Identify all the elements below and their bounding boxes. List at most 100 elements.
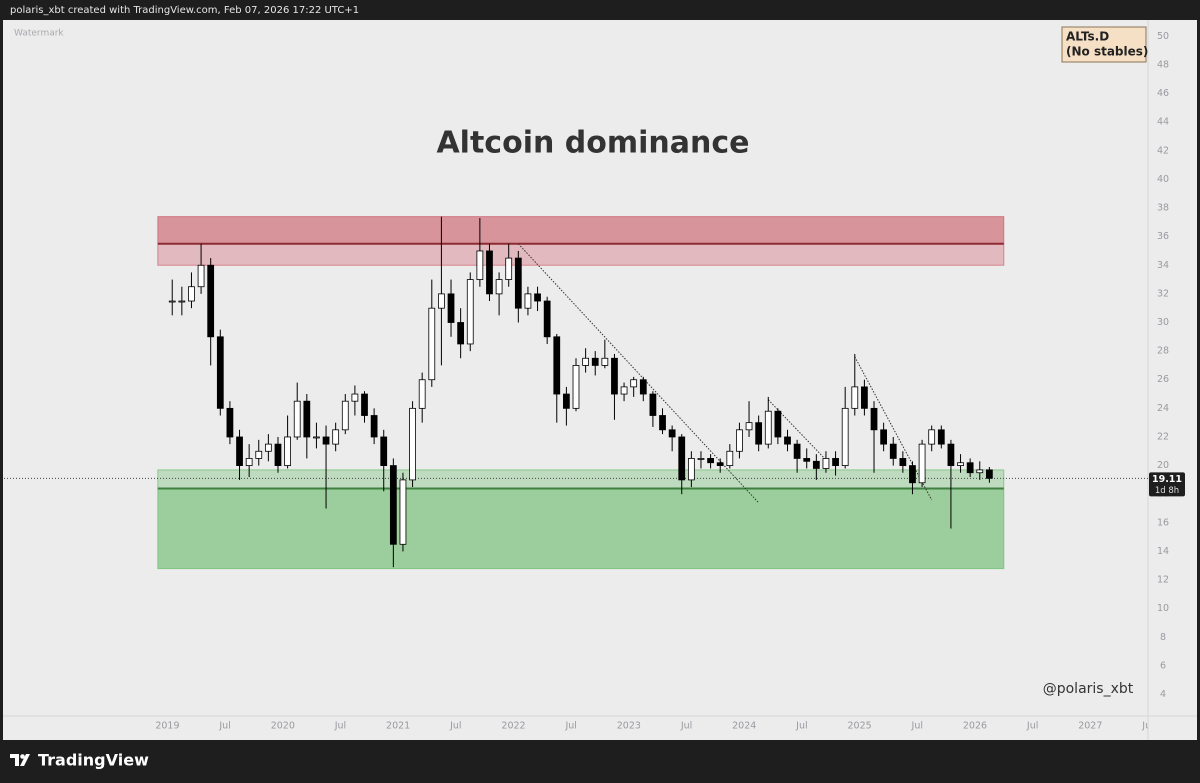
x-tick-label: Jul bbox=[1141, 721, 1153, 732]
candle-body bbox=[812, 460, 820, 469]
x-tick-label: Jul bbox=[218, 721, 230, 732]
price-badge-value: 19.11 bbox=[1152, 474, 1182, 485]
candle-body bbox=[601, 357, 609, 366]
y-tick-label: 12 bbox=[1157, 575, 1169, 586]
y-tick-label: 30 bbox=[1157, 317, 1169, 328]
candle-body bbox=[659, 415, 666, 431]
y-tick-label: 24 bbox=[1157, 403, 1169, 414]
candle-body bbox=[245, 458, 253, 466]
candle-body bbox=[543, 300, 551, 338]
y-tick-label: 36 bbox=[1157, 231, 1169, 242]
zones bbox=[157, 216, 1005, 570]
candle-body bbox=[678, 436, 686, 481]
x-tick-label: Jul bbox=[911, 721, 923, 732]
candle-body bbox=[591, 357, 599, 366]
candle-body bbox=[524, 293, 532, 309]
x-tick-label: 2027 bbox=[1078, 721, 1102, 732]
x-axis: 2019 Jul 2020 Jul 2021 Jul 2022 Jul 2023 Jul 2024 J… bbox=[155, 721, 1153, 732]
candle-body bbox=[985, 469, 993, 479]
x-tick-label: Jul bbox=[449, 721, 461, 732]
brand: TradingView bbox=[10, 751, 149, 770]
candle-body bbox=[466, 279, 474, 345]
zone-core bbox=[157, 216, 1004, 244]
x-tick-label: Jul bbox=[1026, 721, 1038, 732]
candle-body bbox=[168, 300, 176, 303]
x-tick-label: Jul bbox=[795, 721, 807, 732]
candle-body bbox=[784, 436, 791, 445]
candle-body bbox=[928, 429, 936, 445]
candle-body bbox=[572, 365, 580, 409]
candle-body bbox=[841, 407, 849, 466]
trendline bbox=[767, 399, 827, 461]
candle-body bbox=[514, 257, 522, 309]
zone bbox=[157, 216, 1005, 266]
symbol-legend: ALTs.D (No stables) bbox=[1061, 26, 1148, 63]
candle-body bbox=[976, 469, 984, 474]
candle-body bbox=[274, 443, 282, 466]
y-tick-label: 14 bbox=[1157, 546, 1169, 557]
y-tick-label: 28 bbox=[1157, 346, 1169, 357]
candle-body bbox=[399, 479, 407, 545]
candle-body bbox=[697, 458, 705, 460]
candle-body bbox=[389, 465, 397, 545]
candle-body bbox=[495, 279, 503, 295]
candle-body bbox=[476, 250, 484, 280]
y-tick-label: 32 bbox=[1157, 288, 1169, 299]
trendline bbox=[517, 243, 760, 504]
candle-body bbox=[207, 264, 215, 338]
candle-body bbox=[553, 336, 561, 395]
candle-body bbox=[582, 357, 589, 366]
watermark: Watermark bbox=[14, 29, 64, 39]
candle-body bbox=[505, 257, 513, 280]
candle-body bbox=[851, 386, 859, 409]
candle-body bbox=[630, 379, 638, 388]
candle-body bbox=[197, 264, 205, 288]
brand-logo-dot bbox=[20, 754, 25, 759]
candle-body bbox=[755, 422, 763, 445]
candle-body bbox=[486, 250, 493, 295]
candle-body bbox=[409, 407, 416, 481]
price-badge bbox=[1149, 472, 1185, 497]
x-tick-label: 2024 bbox=[732, 721, 756, 732]
x-tick-label: Jul bbox=[680, 721, 692, 732]
x-tick-label: Jul bbox=[564, 721, 576, 732]
candle-body bbox=[899, 458, 907, 466]
brand-name: TradingView bbox=[38, 751, 149, 770]
legend-box bbox=[1061, 26, 1147, 63]
y-tick-label: 40 bbox=[1157, 174, 1169, 185]
candle-body bbox=[822, 458, 830, 469]
candle-body bbox=[957, 462, 964, 466]
y-tick-label: 48 bbox=[1157, 59, 1169, 70]
y-tick-label: 46 bbox=[1157, 88, 1169, 99]
zone bbox=[157, 469, 1005, 570]
candle-body bbox=[284, 436, 291, 466]
candle-body bbox=[707, 458, 714, 464]
candle-body bbox=[947, 443, 955, 466]
x-tick-label: 2021 bbox=[386, 721, 410, 732]
y-tick-label: 44 bbox=[1157, 117, 1169, 128]
candle-body bbox=[351, 393, 359, 402]
x-tick-label: 2023 bbox=[617, 721, 641, 732]
candle-body bbox=[226, 407, 234, 438]
candle-body bbox=[457, 322, 465, 345]
candle-body bbox=[726, 450, 734, 466]
candle-body bbox=[428, 307, 436, 381]
candle-body bbox=[909, 465, 916, 484]
chart-title: Altcoin dominance bbox=[436, 126, 749, 161]
candle-body bbox=[563, 393, 570, 409]
candle-body bbox=[966, 462, 974, 474]
candle-body bbox=[793, 443, 801, 459]
candle-body bbox=[774, 410, 782, 438]
y-tick-label: 16 bbox=[1157, 517, 1169, 528]
signature: @polaris_xbt bbox=[1043, 681, 1134, 697]
brand-logo bbox=[10, 754, 30, 766]
candle-body bbox=[361, 393, 368, 416]
price-badge-countdown: 1d 8h bbox=[1155, 486, 1179, 496]
candle-body bbox=[803, 458, 811, 462]
candle-body bbox=[649, 393, 657, 416]
candle-body bbox=[447, 293, 455, 323]
candle-body bbox=[255, 450, 263, 459]
chart-panel bbox=[3, 20, 1197, 740]
candle-body bbox=[236, 436, 243, 466]
candle-body bbox=[668, 429, 676, 438]
